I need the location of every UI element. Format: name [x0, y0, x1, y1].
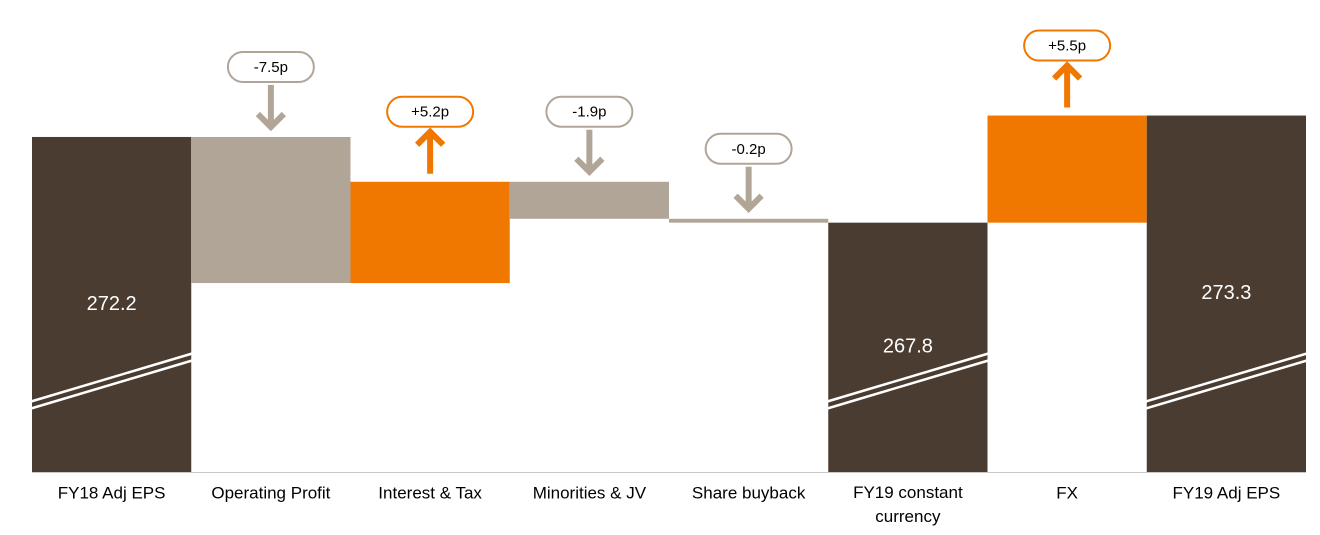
x-tick-label: FX	[1056, 483, 1078, 502]
axis-break	[821, 350, 994, 405]
value-label: 267.8	[883, 336, 933, 358]
bar	[350, 181, 510, 284]
bar	[32, 136, 192, 472]
value-label: -0.2p	[732, 141, 766, 158]
arrow	[733, 166, 764, 214]
value-label: 273.3	[1201, 282, 1251, 304]
label-pill	[704, 132, 793, 165]
bar	[1146, 115, 1306, 473]
label-pill	[386, 95, 475, 128]
bar	[828, 222, 988, 472]
label-pill	[1023, 29, 1112, 62]
bar	[191, 136, 351, 284]
arrow	[415, 127, 446, 174]
axis-break	[1140, 357, 1313, 412]
x-tick-label: Share buyback	[692, 483, 806, 502]
axis-break	[25, 357, 198, 412]
x-tick-label: FY19 Adj EPS	[1173, 483, 1281, 502]
axis-break	[1140, 350, 1313, 405]
bar	[987, 115, 1147, 223]
value-label: +5.5p	[1048, 38, 1086, 55]
value-label: 272.2	[87, 293, 137, 315]
arrow	[1052, 61, 1083, 108]
axis-break	[25, 350, 198, 405]
x-tick-label: Operating Profit	[211, 483, 330, 502]
x-tick-label: Minorities & JV	[533, 483, 647, 502]
axis-break	[821, 357, 994, 412]
bar	[669, 218, 829, 223]
x-tick-label: FY19 constant currency	[853, 483, 963, 526]
bar	[509, 181, 669, 219]
value-label: -7.5p	[254, 59, 288, 76]
label-line: FY19 constant	[853, 483, 963, 502]
arrow	[255, 84, 286, 132]
x-tick-label: Interest & Tax	[378, 483, 482, 502]
label-pill	[545, 95, 634, 128]
value-label: +5.2p	[411, 104, 449, 121]
value-label: -1.9p	[572, 104, 606, 121]
label-line: currency	[875, 507, 941, 526]
x-tick-label: FY18 Adj EPS	[58, 483, 166, 502]
label-pill	[226, 50, 315, 83]
arrow	[574, 129, 605, 177]
